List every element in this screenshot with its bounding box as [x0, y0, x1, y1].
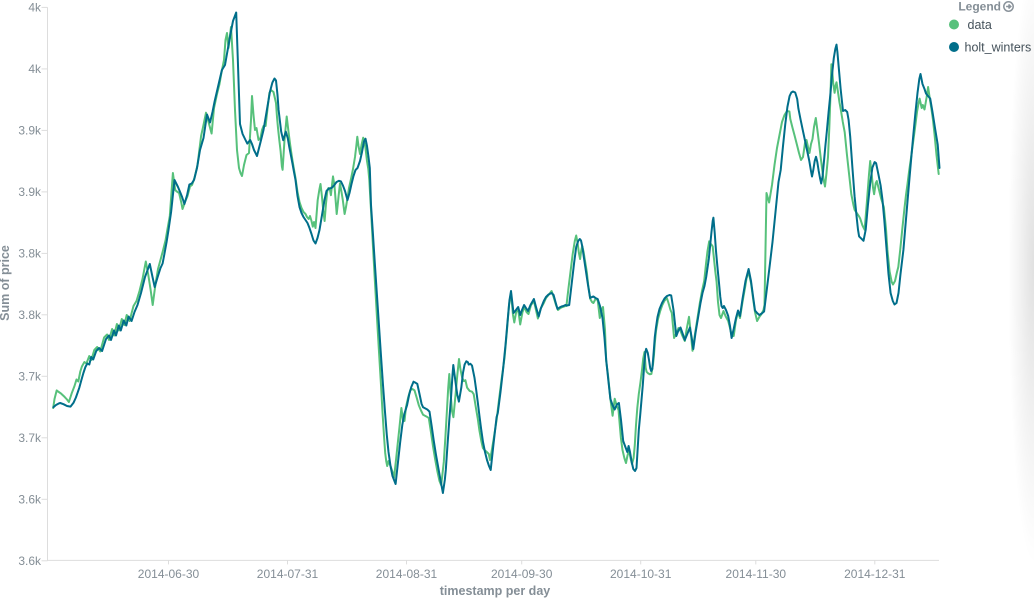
svg-text:4k: 4k — [28, 62, 42, 76]
svg-text:2014-08-31: 2014-08-31 — [376, 567, 438, 581]
svg-text:3.6k: 3.6k — [18, 554, 42, 568]
svg-text:3.8k: 3.8k — [18, 247, 42, 261]
svg-text:holt_winters: holt_winters — [965, 41, 1032, 55]
svg-text:3.9k: 3.9k — [18, 185, 42, 199]
svg-text:data: data — [968, 18, 992, 32]
svg-text:3.9k: 3.9k — [18, 124, 42, 138]
svg-text:2014-09-30: 2014-09-30 — [491, 567, 553, 581]
svg-text:2014-12-31: 2014-12-31 — [844, 567, 906, 581]
svg-text:3.8k: 3.8k — [18, 308, 42, 322]
svg-text:3.7k: 3.7k — [18, 370, 42, 384]
svg-text:4k: 4k — [28, 1, 42, 15]
svg-text:2014-10-31: 2014-10-31 — [610, 567, 672, 581]
svg-text:2014-11-30: 2014-11-30 — [726, 567, 787, 581]
svg-text:3.6k: 3.6k — [18, 493, 42, 507]
svg-text:2014-06-30: 2014-06-30 — [138, 567, 200, 581]
svg-text:3.7k: 3.7k — [18, 431, 42, 445]
svg-text:2014-07-31: 2014-07-31 — [257, 567, 319, 581]
svg-text:Legend: Legend — [958, 0, 1001, 14]
svg-text:Sum of price: Sum of price — [0, 245, 12, 321]
svg-text:timestamp per day: timestamp per day — [440, 584, 551, 598]
